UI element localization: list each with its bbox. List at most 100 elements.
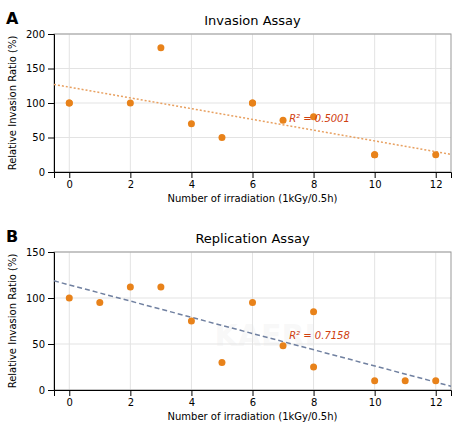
y-tick-mark [48,172,54,173]
x-tick-mark [130,172,131,178]
y-tick: 50 [32,339,54,350]
y-tick-mark [48,138,54,139]
x-tick-label: 6 [250,179,256,190]
plot-frame [54,252,451,390]
x-axis-title: Number of irradiation (1kGy/0.5h) [168,411,338,422]
point [218,359,225,366]
x-tick: 10 [369,172,382,190]
y-tick-label: 50 [32,339,45,350]
x-tick-label: 2 [128,397,134,408]
grid-line-y [54,137,451,138]
y-tick: 100 [26,293,54,304]
point [127,283,134,290]
point [432,377,439,384]
x-tick: 6 [250,172,256,190]
title: Invasion Assay [204,13,301,28]
panel: 024681012050100150200R² = 0.5001Invasion… [6,9,452,204]
grid-line-x [130,252,131,390]
x-tick: 6 [250,390,256,408]
y-tick: 150 [26,63,54,74]
point [66,100,73,107]
grid-line-x [69,252,70,390]
grid-line-y [54,344,451,345]
point [127,100,134,107]
x-tick-mark [191,172,192,178]
x-tick-mark [253,172,254,178]
x-tick-label: 8 [311,179,317,190]
y-axis: 0 50 100 150 200 [26,29,55,178]
x-tick-label: 0 [67,397,73,408]
annotation: R² = 0.7158 [289,330,350,341]
y-tick-label: 100 [26,293,45,304]
title: Replication Assay [195,231,309,246]
x-tick-label: 10 [369,397,382,408]
y-tick: 200 [26,29,54,40]
point [249,100,256,107]
y-axis-line [48,253,55,391]
x-tick-label: 8 [311,397,317,408]
panel-label: B [6,227,18,246]
y-axis-title: Relative Invasion Ratio (%) [7,36,18,171]
annotation: R² = 0.5001 [289,113,350,124]
point [218,134,225,141]
panel: 0 2 4 6 8 10 12 0 50 100 150 R² = 0.7158 Replication… [6,227,452,422]
x-tick: 4 [189,390,195,408]
marks [54,281,451,386]
x-tick-mark [130,390,131,396]
x-tick-mark [191,390,192,396]
x-tick: 4 [189,172,195,190]
point [280,342,287,349]
y-tick-mark [48,103,54,104]
point [371,151,378,158]
grid-line-x [252,252,253,390]
y-tick: 0 [39,385,54,396]
y-tick-label: 100 [26,98,45,109]
x-tick: 8 [311,390,317,408]
y-tick: 150 [26,247,54,258]
x-axis-title: Number of irradiation (1kGy/0.5h) [168,193,338,204]
marks [54,44,451,158]
point [310,308,317,315]
y-tick-label: 0 [39,385,45,396]
grid [54,252,451,390]
trend-line [54,281,451,386]
point [96,299,103,306]
x-tick-mark [314,172,315,178]
x-tick-label: 10 [369,179,382,190]
y-tick-label: 150 [26,63,45,74]
y-tick-mark [48,34,54,35]
grid-line-y [54,298,451,299]
x-axis: 0 2 4 6 8 10 12 [55,390,452,408]
x-tick: 2 [128,172,134,190]
point [249,100,256,107]
x-tick-mark [375,172,376,178]
chart-root: KAERI024681012050100150200R² = 0.5001Inv… [0,0,465,444]
x-tick-label: 0 [67,179,73,190]
x-axis: 024681012 [55,172,452,190]
x-axis-line [55,391,452,397]
y-tick: 50 [32,132,54,143]
x-tick-mark [69,172,70,178]
x-tick-mark [314,390,315,396]
point [66,295,73,302]
y-tick: 100 [26,98,54,109]
x-tick-mark [436,390,437,396]
point [157,283,164,290]
x-tick-label: 12 [430,397,443,408]
trend-line [54,84,451,154]
point [249,299,256,306]
y-tick-label: 50 [32,132,45,143]
y-tick: 0 [39,167,54,178]
y-axis-line [48,35,55,173]
x-tick: 0 [67,172,73,190]
point [310,364,317,371]
x-tick: 0 [67,390,73,408]
x-tick-label: 2 [128,179,134,190]
y-tick-mark [48,344,54,345]
grid-line-x [374,252,375,390]
x-tick: 12 [430,390,443,408]
plot-background [54,34,451,172]
x-tick: 8 [311,172,317,190]
plot-background [54,252,451,390]
point [157,44,164,51]
